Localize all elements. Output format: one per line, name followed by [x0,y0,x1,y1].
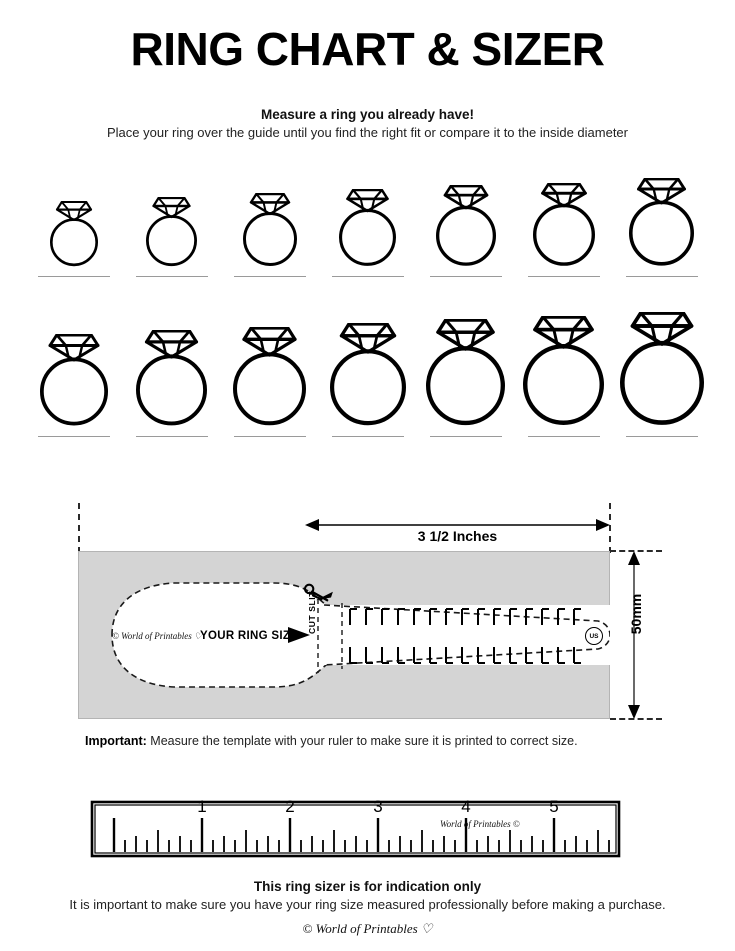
ring-divider [135,276,208,277]
ring-icon-11 [133,330,210,429]
ring-size-cell-13[interactable] [319,323,417,443]
ring-icon-14 [423,319,508,429]
footer-brand-mark: © World of Printables ♡ [302,921,433,936]
ring-size-cell-8[interactable] [515,183,613,283]
cut-slit-label: CUT SLIT [307,590,317,634]
ring-size-cell-14[interactable] [417,319,515,443]
height-dimension-label: 50mm [628,593,645,635]
guide-line-left [78,503,80,553]
guide-line-top [610,550,662,552]
ring-icon-12 [230,327,309,429]
footer-heading: This ring sizer is for indication only [253,879,482,894]
ring-divider [625,436,698,437]
ring-size-cell-7[interactable] [417,185,515,283]
ring-size-cell-5[interactable] [221,193,319,283]
ring-divider [527,276,600,277]
height-dimension-arrow [628,551,640,719]
ring-divider [331,436,404,437]
ring-size-cell-9[interactable] [613,178,711,283]
ring-size-cell-16[interactable] [613,312,711,443]
svg-text:5: 5 [549,798,558,816]
subtitle-bold: Measure a ring you already have! [260,107,475,122]
guide-line-right [609,503,611,553]
ring-size-cell-15[interactable] [515,316,613,443]
ring-icon-5 [240,193,300,269]
width-dimension-label: 3 1/2 Inches [417,528,498,544]
ring-size-row-1 [0,178,735,283]
ring-divider [37,436,110,437]
sizer-scale-ticks [349,608,581,664]
ring-icon-6 [336,189,399,269]
ring-divider [233,276,306,277]
ring-size-cell-12[interactable] [221,327,319,443]
ring-divider [135,436,208,437]
guide-line-bottom [610,718,662,720]
ring-divider [233,436,306,437]
important-label: Important: [85,734,147,748]
us-standard-badge: US [585,627,603,645]
ring-size-row-2 [0,312,735,443]
footer-text: It is important to make sure you have yo… [69,897,666,912]
brand-mark-template: © World of Printables ♡ [112,631,203,641]
inch-ruler: 1 2 3 4 5 [90,798,621,858]
pointer-arrow-icon [288,627,310,643]
ring-divider [37,276,110,277]
important-note: Important: Measure the template with you… [85,734,578,748]
ring-size-cell-4[interactable] [123,197,221,283]
scissors-icon [303,583,333,602]
sizer-cutout-shape [111,582,610,688]
ring-divider [625,276,698,277]
ring-icon-3 [47,201,101,269]
ring-size-cell-10[interactable] [25,334,123,443]
svg-text:2: 2 [285,798,294,816]
ring-divider [331,276,404,277]
ring-icon-9 [626,178,697,269]
your-ring-size-label: YOUR RING SIZE [200,630,299,642]
ring-icon-10 [37,334,111,429]
ruler-brand-mark: World of Printables © [440,819,520,829]
ring-icon-4 [143,197,200,269]
ring-icon-13 [327,323,409,429]
ring-icon-8 [530,183,598,269]
ring-divider [527,436,600,437]
page-title: RING CHART & SIZER [130,23,606,75]
ring-divider [429,276,502,277]
ring-divider [429,436,502,437]
subtitle-regular: Place your ring over the guide until you… [106,125,628,140]
ring-icon-7 [433,185,499,269]
ring-icon-15 [520,316,607,429]
svg-text:3: 3 [373,798,382,816]
ring-size-cell-6[interactable] [319,189,417,283]
svg-text:1: 1 [197,798,206,816]
ring-size-cell-11[interactable] [123,330,221,443]
svg-text:4: 4 [461,798,470,816]
width-dimension-arrow [305,519,610,531]
ring-icon-16 [617,312,707,429]
ring-size-cell-3[interactable] [25,201,123,283]
important-text: Measure the template with your ruler to … [146,734,578,748]
